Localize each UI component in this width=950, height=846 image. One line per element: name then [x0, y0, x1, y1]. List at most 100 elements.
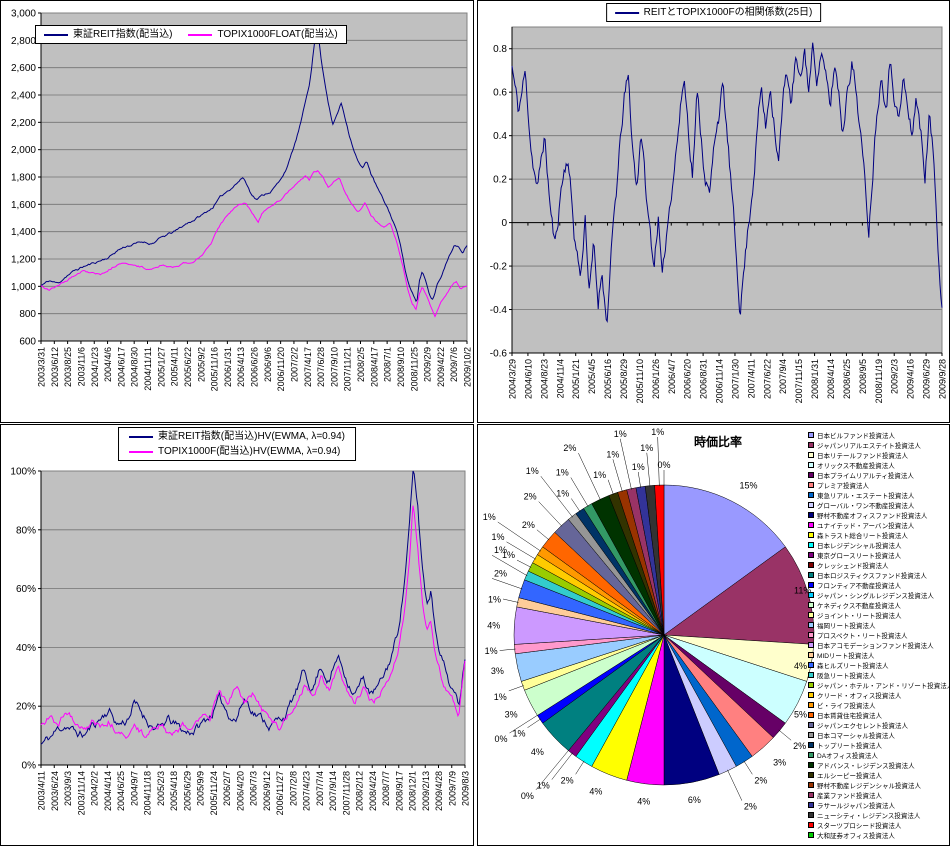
pie-legend-label: クリード・オフィス投資法人 — [817, 693, 902, 700]
pie-legend-item: 日本リテールファンド投資法人 — [808, 450, 949, 460]
pie-legend-swatch-icon — [808, 592, 814, 598]
x-axis-label: 2004/9/7 — [129, 771, 139, 806]
pie-legend-item: 日本ビルファンド投資法人 — [808, 430, 949, 440]
pie-legend-item: クレッシェンド投資法人 — [808, 560, 949, 570]
pie-label-leader — [491, 554, 528, 577]
pie-legend-swatch-icon — [808, 682, 814, 688]
pie-legend-item: ラサールジャパン投資法人 — [808, 800, 949, 810]
pie-label-leader — [497, 521, 541, 552]
pie-legend-swatch-icon — [808, 562, 814, 568]
pie-percent-label: 11% — [794, 585, 811, 595]
pie-legend-item: ニューシティ・レジデンス投資法人 — [808, 810, 949, 820]
pie-percent-label: 2% — [744, 802, 757, 812]
pie-label-leader — [506, 541, 536, 560]
pie-legend-label: ラサールジャパン投資法人 — [817, 803, 895, 810]
pie-percent-label: 1% — [537, 781, 550, 791]
x-axis-label: 2005/9/9 — [196, 771, 206, 806]
pie-legend-swatch-icon — [808, 522, 814, 528]
reit-topix-index-chart-panel[interactable]: 600 800 1,000 1,200 1,400 1,600 1,800 2,000 2,20… — [0, 0, 474, 423]
correlation-chart: -0.6 -0.4 -0.2 0 0.2 0.4 0.6 0.8 2004/3/29 2004/6… — [490, 26, 948, 403]
pie-label-leader — [612, 459, 623, 492]
x-axis-label: 2007/4/23 — [302, 771, 312, 811]
pie-legend-swatch-icon — [808, 632, 814, 638]
x-axis-label: 2003/11/6 — [76, 347, 86, 386]
pie-legend-label: オリックス不動産投資法人 — [817, 463, 895, 470]
plot-area — [40, 470, 466, 766]
x-axis-label: 2005/6/22 — [183, 347, 193, 387]
x-axis-label: 2006/1/31 — [223, 347, 233, 387]
pie-legend-item: MIDリート投資法人 — [808, 650, 949, 660]
pie-legend-swatch-icon — [808, 662, 814, 668]
x-axis-label: 2007/11/21 — [343, 347, 353, 391]
x-axis-label: 2005/1/21 — [571, 359, 581, 399]
pie-legend-item: グローバル・ワン不動産投資法人 — [808, 500, 949, 510]
pie-legend-swatch-icon — [808, 752, 814, 758]
y-axis-label: -0.2 — [490, 262, 508, 273]
pie-percent-label: 2% — [563, 443, 576, 453]
pie-legend-swatch-icon — [808, 462, 814, 468]
correlation-chart-panel[interactable]: -0.6 -0.4 -0.2 0 0.2 0.4 0.6 0.8 2004/3/29 2004/6… — [477, 0, 950, 423]
y-axis-label: 0.6 — [493, 88, 507, 99]
pie-legend-item: 森ヒルズリート投資法人 — [808, 660, 949, 670]
x-axis-label: 2009/8/3 — [461, 771, 471, 806]
x-axis-label: 2006/4/20 — [235, 771, 245, 811]
y-axis-label: 0.2 — [493, 175, 507, 186]
pie-legend-item: 日本レジデンシャル投資法人 — [808, 540, 949, 550]
x-axis-label: 2004/4/6 — [103, 347, 113, 382]
pie-legend-label: ケネディクス不動産投資法人 — [817, 603, 901, 610]
pie-legend-swatch-icon — [808, 732, 814, 738]
y-axis-label: 80% — [16, 525, 36, 536]
y-axis-label: 40% — [16, 643, 36, 654]
pie-legend-swatch-icon — [808, 502, 814, 508]
pie-label-leader — [491, 578, 523, 590]
index-chart-legend: 東証REIT指数(配当込) TOPIX1000FLOAT(配当込) — [35, 25, 347, 44]
x-axis-label: 2007/9/14 — [328, 771, 338, 811]
y-axis-label: 2,600 — [11, 63, 36, 74]
pie-legend-item: 日本ロジスティクスファンド投資法人 — [808, 570, 949, 580]
x-axis-label: 2009/4/28 — [434, 771, 444, 811]
pie-legend-item: フロンティア不動産投資法人 — [808, 580, 949, 590]
pie-legend-item: 大和証券オフィス投資法人 — [808, 830, 949, 840]
pie-legend-swatch-icon — [808, 442, 814, 448]
x-axis-label: 2008/11/25 — [409, 347, 419, 391]
pie-legend-item: ジャパン・ホテル・アンド・リゾート投資法人 — [808, 680, 949, 690]
pie-legend-label: 日本レジデンシャル投資法人 — [817, 543, 902, 550]
pie-legend-swatch-icon — [808, 572, 814, 578]
x-axis-label: 2004/3/29 — [508, 359, 518, 399]
pie-percent-label: 3% — [773, 758, 786, 768]
pie-percent-label: 1% — [494, 545, 507, 555]
x-axis-label: 2007/6/22 — [762, 359, 772, 399]
pie-percent-label: 2% — [494, 568, 507, 578]
y-axis-label: 2,400 — [11, 91, 36, 102]
market-cap-pie-panel[interactable]: 15% 11% 4% 5% 2% 3% 2% 2% 6% 4% 4% 2% 1% 0% 4% 1% 0% 3% 1%… — [477, 424, 950, 846]
pie-legend-swatch-icon — [808, 702, 814, 708]
x-axis-label: 2006/11/20 — [276, 347, 286, 391]
pie-legend-item: プロスペクト・リート投資法人 — [808, 630, 949, 640]
pie-label-leader — [575, 760, 585, 775]
pie-legend-label: 産業ファンド投資法人 — [817, 793, 882, 800]
pie-legend-swatch-icon — [808, 452, 814, 458]
pie-percent-label: 0% — [521, 791, 534, 801]
pie-legend-item: エルシーピー投資法人 — [808, 770, 949, 780]
pie-legend-swatch-icon — [808, 612, 814, 618]
pie-legend-swatch-icon — [808, 692, 814, 698]
volatility-chart-panel[interactable]: 0% 20% 40% 60% 80% 100% 2003/4/11 2003/6/24 2003… — [0, 424, 474, 846]
pie-legend-swatch-icon — [808, 712, 814, 718]
pie-percent-label: 1% — [606, 449, 619, 459]
y-axis-label: 1,600 — [11, 200, 36, 211]
pie-legend-label: 森ヒルズリート投資法人 — [817, 663, 889, 670]
pie-legend-swatch-icon — [808, 652, 814, 658]
pie-percent-label: 1% — [526, 466, 539, 476]
pie-percent-label: 1% — [512, 729, 525, 739]
pie-label-leader — [607, 479, 614, 495]
x-axis-label: 2007/2/2 — [289, 347, 299, 382]
x-axis-label: 2009/2/13 — [421, 771, 431, 811]
pie-legend-swatch-icon — [808, 802, 814, 808]
x-axis-label: 2008/2/12 — [355, 771, 365, 811]
pie-legend-label: ユナイテッド・アーバン投資法人 — [817, 523, 915, 530]
x-axis-label: 2008/9/10 — [396, 347, 406, 387]
x-axis-label: 2005/4/18 — [169, 771, 179, 811]
pie-legend-label: 日本ビルファンド投資法人 — [817, 433, 895, 440]
pie-label-leader — [570, 477, 589, 507]
pie-legend-label: フロンティア不動産投資法人 — [817, 583, 902, 590]
